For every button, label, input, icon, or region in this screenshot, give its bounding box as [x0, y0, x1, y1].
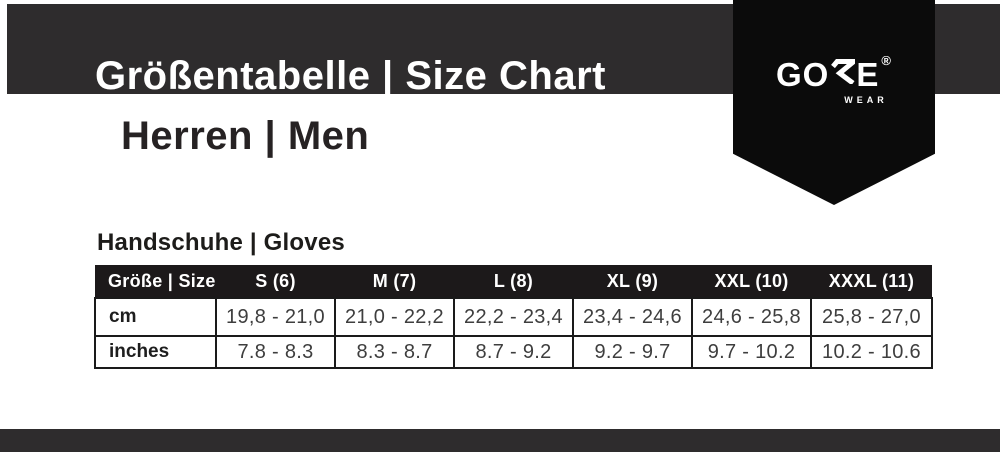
column-header-l: L (8) [454, 265, 573, 298]
table-cell: 21,0 - 22,2 [334, 297, 455, 337]
column-header-xxl: XXL (10) [692, 265, 811, 298]
bottom-band [0, 429, 1000, 452]
table-row-inches: inches 7.8 - 8.3 8.3 - 8.7 8.7 - 9.2 9.2… [94, 335, 933, 369]
brand-sub-wear: WEAR [844, 95, 888, 105]
page-title: Größentabelle | Size Chart [95, 54, 606, 98]
table-cell: 8.3 - 8.7 [334, 335, 455, 369]
registered-trademark: ® [881, 53, 892, 68]
table-cell: 22,2 - 23,4 [453, 297, 574, 337]
table-cell: 9.2 - 9.7 [572, 335, 693, 369]
brand-logo: GO E ® WEAR [733, 54, 935, 105]
table-cell: 25,8 - 27,0 [810, 297, 933, 337]
table-cell: 8.7 - 9.2 [453, 335, 574, 369]
column-header-m: M (7) [335, 265, 454, 298]
table-cell: 10.2 - 10.6 [810, 335, 933, 369]
table-cell: 23,4 - 24,6 [572, 297, 693, 337]
row-label-inches: inches [94, 335, 217, 369]
column-header-s: S (6) [216, 265, 335, 298]
column-header-xxxl: XXXL (11) [811, 265, 932, 298]
table-cell: 19,8 - 21,0 [215, 297, 336, 337]
table-cell: 24,6 - 25,8 [691, 297, 812, 337]
table-cell: 9.7 - 10.2 [691, 335, 812, 369]
size-table: Größe | Size S (6) M (7) L (8) XL (9) XX… [94, 265, 933, 369]
gore-wordmark: GO E ® [733, 54, 935, 93]
brand-pennant: GO E ® WEAR [733, 0, 935, 205]
row-label-cm: cm [94, 297, 217, 337]
column-header-size: Größe | Size [95, 265, 216, 298]
column-header-xl: XL (9) [573, 265, 692, 298]
gore-stylized-r-icon [831, 59, 856, 84]
section-heading: Handschuhe | Gloves [97, 229, 345, 256]
table-cell: 7.8 - 8.3 [215, 335, 336, 369]
gore-wordmark-go: GO [776, 56, 830, 93]
table-header-row: Größe | Size S (6) M (7) L (8) XL (9) XX… [95, 265, 932, 298]
page-subtitle: Herren | Men [121, 114, 370, 158]
gore-wordmark-e: E [856, 56, 880, 93]
table-row-cm: cm 19,8 - 21,0 21,0 - 22,2 22,2 - 23,4 2… [94, 297, 933, 337]
